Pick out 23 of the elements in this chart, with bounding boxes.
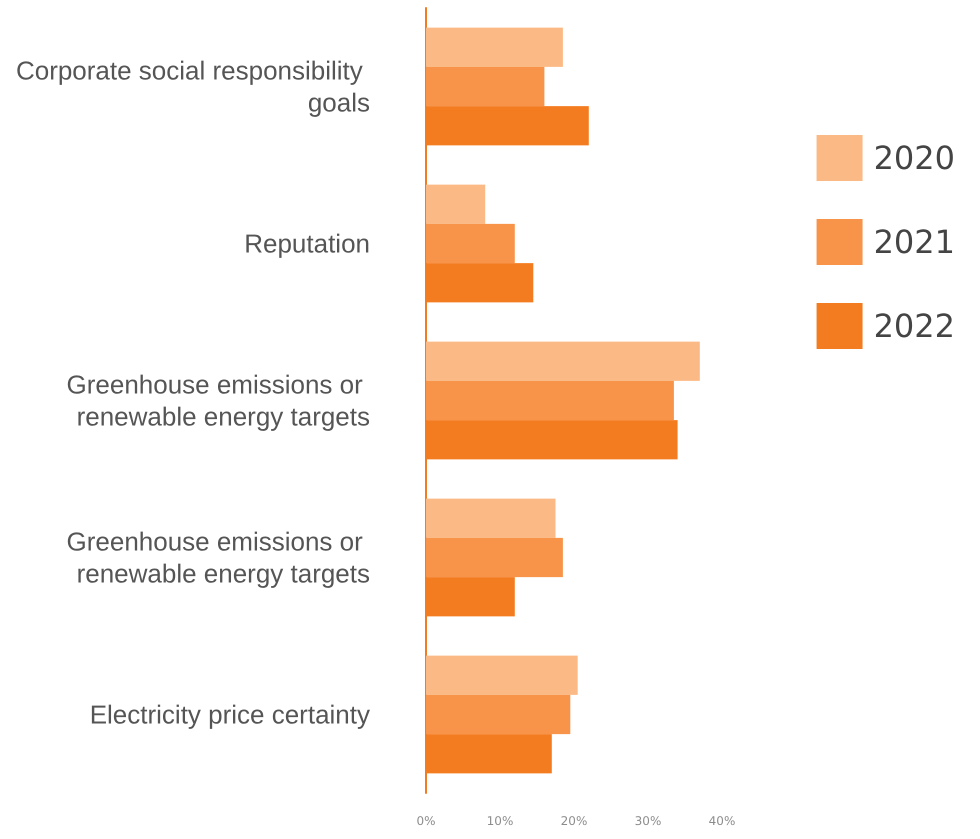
x-tick-label: 40% (708, 814, 736, 828)
bar (426, 538, 563, 578)
y-tick-label: Electricity price certainty (90, 700, 370, 730)
legend-label: 2022 (874, 307, 955, 345)
bar (426, 224, 515, 264)
y-tick-label: Greenhouse emissions or renewable energy targets (66, 370, 370, 432)
bar (426, 380, 674, 420)
x-tick-label: 30% (634, 814, 662, 828)
bar (426, 66, 544, 106)
y-tick-label: Corporate social responsibility goals (16, 56, 370, 118)
legend-label: 2021 (874, 223, 955, 261)
x-tick-label: 0% (416, 814, 436, 828)
bar (426, 28, 563, 67)
y-tick-label: Greenhouse emissions or renewable energy targets (66, 526, 370, 588)
legend-label: 2020 (874, 139, 955, 177)
bar (426, 184, 486, 224)
y-tick-label: Reputation (244, 228, 370, 258)
x-tick-label: 20% (560, 814, 588, 828)
bar (426, 498, 556, 538)
x-tick-label: 10% (486, 814, 514, 828)
bar (426, 656, 578, 695)
bar (426, 694, 570, 734)
bar (426, 342, 700, 381)
